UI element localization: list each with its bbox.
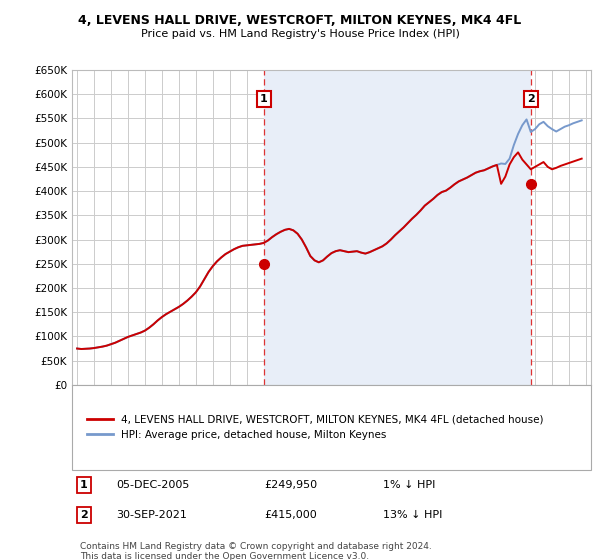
Legend: 4, LEVENS HALL DRIVE, WESTCROFT, MILTON KEYNES, MK4 4FL (detached house), HPI: A: 4, LEVENS HALL DRIVE, WESTCROFT, MILTON … [82, 410, 548, 444]
Text: 2: 2 [80, 510, 88, 520]
Text: 1: 1 [260, 94, 268, 104]
Text: Contains HM Land Registry data © Crown copyright and database right 2024.
This d: Contains HM Land Registry data © Crown c… [80, 542, 431, 560]
Bar [263, 70, 531, 385]
Text: 13% ↓ HPI: 13% ↓ HPI [383, 510, 443, 520]
Text: Price paid vs. HM Land Registry's House Price Index (HPI): Price paid vs. HM Land Registry's House … [140, 29, 460, 39]
Text: 05-DEC-2005: 05-DEC-2005 [116, 480, 190, 490]
Text: 1: 1 [80, 480, 88, 490]
Text: £249,950: £249,950 [264, 480, 317, 490]
Text: £415,000: £415,000 [264, 510, 317, 520]
Text: 4, LEVENS HALL DRIVE, WESTCROFT, MILTON KEYNES, MK4 4FL: 4, LEVENS HALL DRIVE, WESTCROFT, MILTON … [79, 14, 521, 27]
Text: 30-SEP-2021: 30-SEP-2021 [116, 510, 187, 520]
Text: 1% ↓ HPI: 1% ↓ HPI [383, 480, 436, 490]
Text: 2: 2 [527, 94, 535, 104]
FancyBboxPatch shape [72, 385, 591, 470]
